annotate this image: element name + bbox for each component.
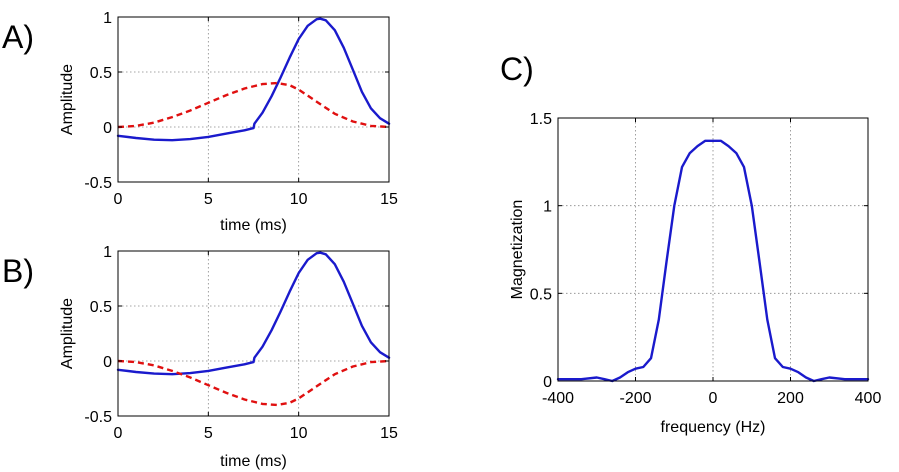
panel-b-series-solid (116, 251, 391, 376)
panel-c-grid (558, 118, 868, 381)
panel-a-xtick-label: 0 (114, 191, 123, 208)
panel-b-xtick-label: 15 (380, 425, 398, 442)
panel-b-series (116, 251, 391, 407)
panel-c-series (556, 139, 870, 383)
panel-label-a: A) (2, 19, 34, 55)
panel-c-axes-frame (557, 117, 869, 382)
panel-b-ytick-label: 1 (103, 244, 112, 261)
panel-b: B) 0 5 10 15-0.500.51 time (ms) Amplitude (2, 244, 398, 470)
panel-b-xtick-label: 0 (114, 425, 123, 442)
panel-label-b: B) (2, 253, 34, 289)
panel-a-ytick-label: 0.5 (90, 65, 112, 82)
panel-b-ytick-label: -0.5 (84, 409, 112, 426)
panel-b-ticks: 0 5 10 15-0.500.51 (84, 244, 398, 442)
panel-a-xtick-label: 5 (204, 191, 213, 208)
panel-c-ytick-label: 1.5 (530, 111, 552, 128)
panel-label-c: C) (500, 51, 534, 87)
panel-b-ytick-label: 0 (103, 354, 112, 371)
panel-a-xtick-label: 15 (380, 191, 398, 208)
panel-a-grid (118, 17, 389, 182)
panel-c-ytick-label: 0.5 (530, 286, 552, 303)
panel-b-series-dashed (117, 359, 390, 407)
panel-a-ytick-label: 1 (103, 10, 112, 27)
panel-c-xtick-label: -400 (542, 390, 574, 407)
panel-b-grid (118, 251, 389, 416)
panel-b-axes-frame (117, 250, 390, 417)
panel-a-xlabel: time (ms) (220, 217, 287, 234)
panel-c-series-profile (556, 139, 870, 383)
panel-c-ylabel: Magnetization (509, 200, 526, 300)
panel-c: C) -400 -200 0 200 400 0 0.5 1 1.5 frequency (Hz… (500, 51, 881, 436)
panel-b-ylabel: Amplitude (59, 298, 76, 369)
panel-a-xtick-label: 10 (290, 191, 308, 208)
panel-a-ytick-label: -0.5 (84, 175, 112, 192)
panel-b-xlabel: time (ms) (220, 453, 287, 470)
panel-a: A) 0 5 10 15-0.500.51 time (ms) Amplitude (2, 10, 398, 234)
panel-a-series-dashed (117, 81, 390, 129)
panel-c-ticks: -400 -200 0 200 400 0 0.5 1 1.5 (530, 111, 882, 407)
panel-c-ytick-label: 0 (543, 374, 552, 391)
panel-c-xtick-label: 200 (777, 390, 804, 407)
panel-a-ytick-label: 0 (103, 120, 112, 137)
panel-c-ytick-label: 1 (543, 199, 552, 216)
panel-c-xlabel: frequency (Hz) (661, 419, 766, 436)
panel-a-ylabel: Amplitude (59, 64, 76, 135)
panel-a-ticks: 0 5 10 15-0.500.51 (84, 10, 398, 208)
panel-a-axes-frame (117, 16, 390, 183)
panel-a-series (116, 17, 391, 142)
panel-b-ytick-label: 0.5 (90, 299, 112, 316)
panel-b-xtick-label: 5 (204, 425, 213, 442)
panel-a-series-solid (116, 17, 391, 142)
panel-c-xtick-label: 0 (709, 390, 718, 407)
panel-c-xtick-label: 400 (855, 390, 882, 407)
panel-b-xtick-label: 10 (290, 425, 308, 442)
panel-c-xtick-label: -200 (619, 390, 651, 407)
